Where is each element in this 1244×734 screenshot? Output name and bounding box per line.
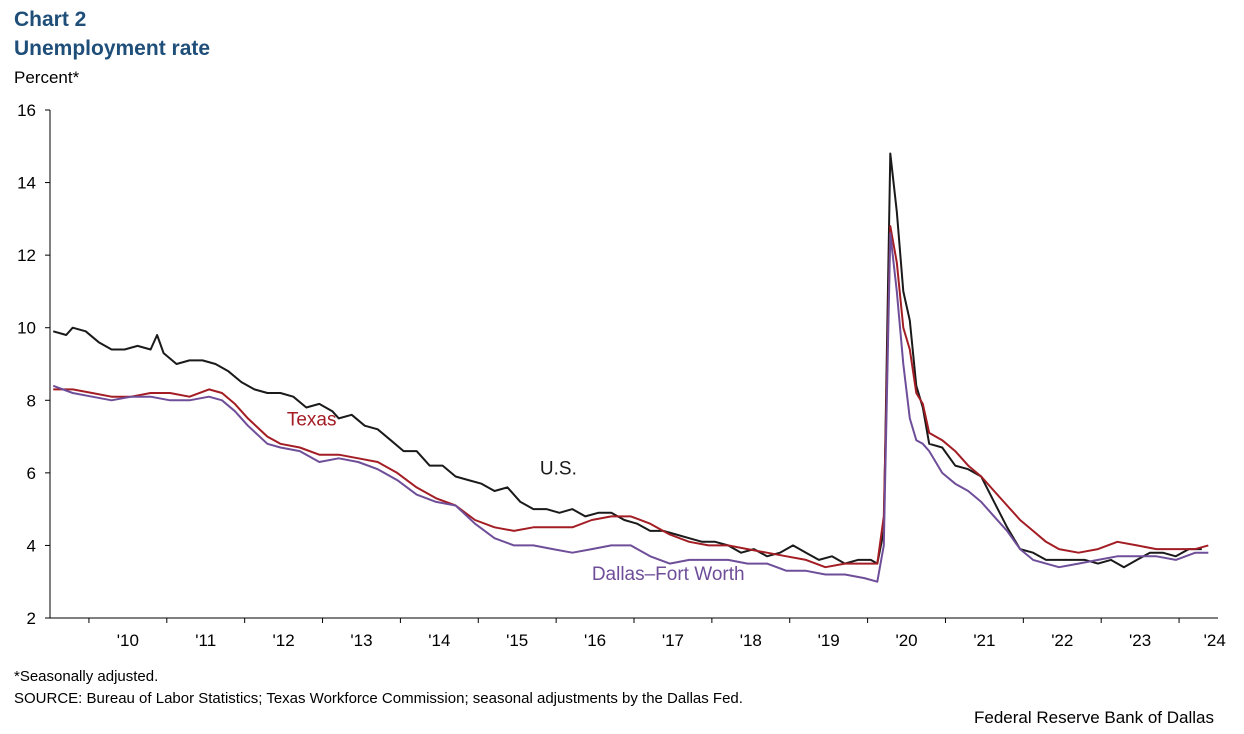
chart-number: Chart 2: [14, 8, 87, 31]
series-label: Texas: [287, 410, 337, 431]
chart-series: [52, 152, 1209, 583]
y-tick-label: 2: [27, 609, 36, 628]
x-tick-label: '17: [662, 631, 684, 650]
y-tick-label: 16: [17, 101, 36, 120]
x-tick-label: '22: [1051, 631, 1073, 650]
y-axis-unit-label: Percent*: [14, 68, 80, 87]
x-tick-label: '21: [973, 631, 995, 650]
x-tick-label: '15: [506, 631, 528, 650]
x-tick-label: '24: [1204, 631, 1226, 650]
x-tick-label: '16: [584, 631, 606, 650]
x-tick-label: '18: [740, 631, 762, 650]
y-tick-label: 12: [17, 246, 36, 265]
x-tick-label: '13: [350, 631, 372, 650]
y-tick-label: 6: [27, 464, 36, 483]
y-tick-label: 8: [27, 391, 36, 410]
series-label: Dallas–Fort Worth: [592, 564, 745, 585]
source-note: SOURCE: Bureau of Labor Statistics; Texa…: [14, 690, 743, 707]
series-label: U.S.: [540, 459, 577, 480]
x-tick-label: '10: [117, 631, 139, 650]
chart-annotations: Texas U.S. Dallas–Fort Worth: [287, 410, 745, 585]
y-tick-label: 10: [17, 319, 36, 338]
x-tick-label: '20: [895, 631, 917, 650]
line-chart: 2 4 6 8 10 12 14 16 '10 '11 '12 '13 '14 '15 '16 '17 '18 '…: [17, 101, 1226, 650]
x-tick-label: '12: [273, 631, 295, 650]
series-line-texas: [53, 225, 1209, 569]
x-tick-label: '11: [195, 631, 216, 650]
x-tick-label: '14: [428, 631, 450, 650]
brand-label: Federal Reserve Bank of Dallas: [973, 708, 1214, 727]
chart-axes: 2 4 6 8 10 12 14 16 '10 '11 '12 '13 '14 '15 '16 '17 '18 '…: [17, 101, 1226, 650]
x-tick-label: '19: [818, 631, 840, 650]
series-line-u-s: [52, 152, 1202, 569]
x-tick-label: '23: [1129, 631, 1151, 650]
chart-title: Unemployment rate: [14, 37, 211, 60]
y-tick-label: 14: [17, 174, 36, 193]
series-line-dallas-fort-worth: [52, 232, 1209, 583]
y-tick-label: 4: [27, 536, 36, 555]
footnote: *Seasonally adjusted.: [14, 668, 159, 685]
